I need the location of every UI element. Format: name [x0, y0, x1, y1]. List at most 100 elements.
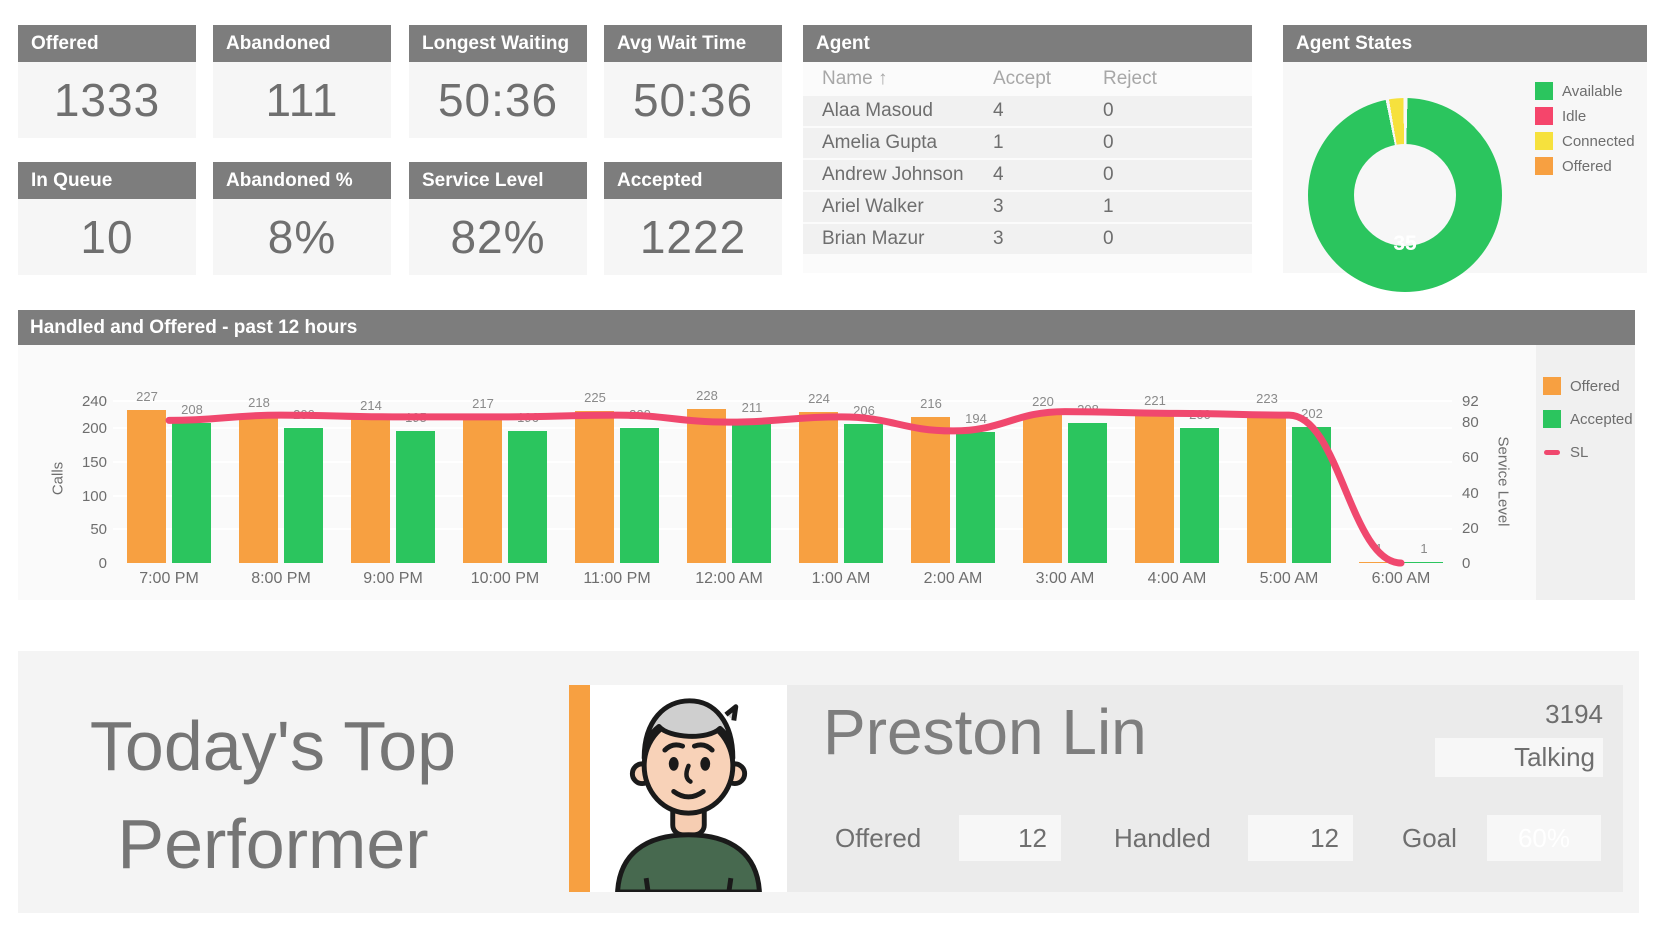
offered-swatch-icon — [1535, 157, 1553, 175]
avatar-illustration — [590, 685, 787, 895]
performer-info-panel: Preston Lin 3194 Talking Offered 12 Hand… — [787, 685, 1623, 892]
stat-chip-handled: 12 — [1248, 815, 1353, 861]
legend-item-available: Available — [1535, 82, 1623, 100]
offered-bar-value: 224 — [808, 390, 830, 406]
agent-table-column-headers: Name ↑ Accept Reject — [803, 62, 1252, 94]
agent-states-card: Agent States 35 Available Idle Connected Of… — [1283, 25, 1647, 292]
offered-bar — [1247, 412, 1286, 563]
kpi-card-title: Service Level — [409, 162, 587, 199]
table-row: Andrew Johnson 4 0 — [803, 160, 1252, 190]
legend-item-idle: Idle — [1535, 107, 1586, 125]
cell-accept: 3 — [993, 228, 1004, 249]
kpi-card-value: 82% — [409, 199, 587, 275]
offered-bar — [1359, 562, 1398, 563]
x-axis-label: 2:00 AM — [923, 570, 983, 587]
kpi-card-value: 50:36 — [604, 62, 782, 138]
accepted-bar-value: 1 — [1420, 541, 1428, 556]
accepted-bar — [1180, 428, 1219, 563]
y-axis-title-calls: Calls — [49, 461, 67, 496]
offered-bar-value: 225 — [584, 390, 606, 406]
x-axis-label: 5:00 AM — [1259, 570, 1319, 587]
kpi-card-value: 1333 — [18, 62, 196, 138]
kpi-card-accepted: Accepted 1222 — [604, 162, 782, 275]
offered-bar — [687, 409, 726, 563]
y2-axis-tick: 92 — [1462, 393, 1479, 410]
cell-accept: 4 — [993, 164, 1004, 185]
accepted-bar — [1068, 422, 1107, 563]
kpi-card-longest-waiting: Longest Waiting 50:36 — [409, 25, 587, 138]
y2-axis-tick: 0 — [1462, 555, 1471, 572]
chart-legend-item-sl: SL — [1543, 443, 1588, 461]
kpi-card-value: 1222 — [604, 199, 782, 275]
y2-axis-tick: 60 — [1462, 449, 1479, 467]
top-performer-panel: Today's Top Performer Preston Lin 3194 T… — [18, 651, 1639, 913]
cell-accept: 3 — [993, 196, 1004, 217]
offered-legend-swatch-icon — [1543, 377, 1561, 395]
x-axis-label: 1:00 AM — [811, 570, 871, 587]
kpi-card-title: Avg Wait Time — [604, 25, 782, 62]
chart-legend-label: Offered — [1570, 377, 1620, 395]
cell-accept: 4 — [993, 100, 1004, 121]
x-axis-label: 8:00 PM — [251, 570, 311, 587]
accepted-bar — [732, 420, 771, 563]
talk-timer-value: 3194 — [1545, 699, 1603, 729]
donut-center-value: 35 — [1393, 232, 1417, 255]
stat-value-handled: 12 — [1310, 823, 1339, 853]
column-header-name[interactable]: Name ↑ — [822, 68, 888, 89]
y2-axis-tick: 40 — [1462, 484, 1479, 502]
kpi-card-title: Longest Waiting — [409, 25, 587, 62]
cell-agent-name: Andrew Johnson — [822, 164, 964, 185]
offered-bar — [463, 416, 502, 563]
column-header-accept[interactable]: Accept — [993, 68, 1052, 89]
accepted-bar — [956, 432, 995, 563]
accepted-bar — [508, 430, 547, 563]
sl-legend-swatch-icon — [1544, 449, 1560, 455]
chart-title: Handled and Offered - past 12 hours — [18, 310, 1635, 345]
accepted-bar — [172, 422, 211, 563]
offered-bar — [799, 411, 838, 563]
table-row: Brian Mazur 3 0 — [803, 224, 1252, 254]
accepted-legend-swatch-icon — [1543, 410, 1561, 428]
gridline — [113, 400, 1452, 402]
accepted-bar-value: 202 — [1301, 405, 1323, 421]
agent-states-title: Agent States — [1283, 25, 1647, 62]
y-axis-tick: 240 — [81, 393, 107, 410]
x-axis-label: 3:00 AM — [1035, 570, 1095, 587]
cell-agent-name: Amelia Gupta — [822, 132, 938, 153]
offered-bar-value: 218 — [248, 394, 270, 410]
cell-agent-name: Ariel Walker — [822, 196, 924, 217]
legend-item-label: Idle — [1562, 107, 1587, 125]
table-row: Ariel Walker 3 1 — [803, 192, 1252, 222]
x-axis-label: 9:00 PM — [363, 570, 423, 587]
offered-bar-value: 223 — [1256, 391, 1278, 407]
offered-bar — [1135, 413, 1174, 563]
talk-state-chip: Talking — [1435, 738, 1603, 777]
legend-item-label: Available — [1562, 82, 1623, 100]
kpi-card-title: Abandoned — [213, 25, 391, 62]
table-row: Alaa Masoud 4 0 — [803, 96, 1252, 126]
column-header-reject[interactable]: Reject — [1103, 68, 1157, 89]
kpi-card-in-queue: In Queue 10 — [18, 162, 196, 275]
offered-bar — [575, 411, 614, 563]
offered-bar-value: 217 — [472, 395, 494, 411]
accepted-bar — [844, 423, 883, 563]
kpi-card-title: In Queue — [18, 162, 196, 199]
kpi-card-avg-wait-time: Avg Wait Time 50:36 — [604, 25, 782, 138]
accepted-bar-value: 211 — [741, 399, 763, 415]
offered-bar — [1023, 414, 1062, 563]
x-axis-label: 7:00 PM — [139, 570, 199, 587]
chart-legend-label: SL — [1570, 443, 1589, 461]
cell-reject: 0 — [1103, 228, 1114, 249]
idle-swatch-icon — [1535, 107, 1553, 125]
accepted-bar — [1404, 562, 1443, 563]
heading-line-1: Today's Top — [89, 707, 457, 785]
accepted-bar-value: 200 — [629, 407, 651, 422]
available-swatch-icon — [1535, 82, 1553, 100]
offered-bar-value: 220 — [1032, 393, 1054, 409]
cell-agent-name: Alaa Masoud — [822, 100, 933, 121]
y-axis-tick: 100 — [81, 487, 107, 505]
x-axis-label: 12:00 AM — [695, 570, 763, 587]
accepted-bar-value: 196 — [517, 409, 539, 425]
handled-offered-chart-card: Handled and Offered - past 12 hours Call… — [18, 310, 1635, 600]
y2-axis-tick: 80 — [1462, 414, 1479, 432]
